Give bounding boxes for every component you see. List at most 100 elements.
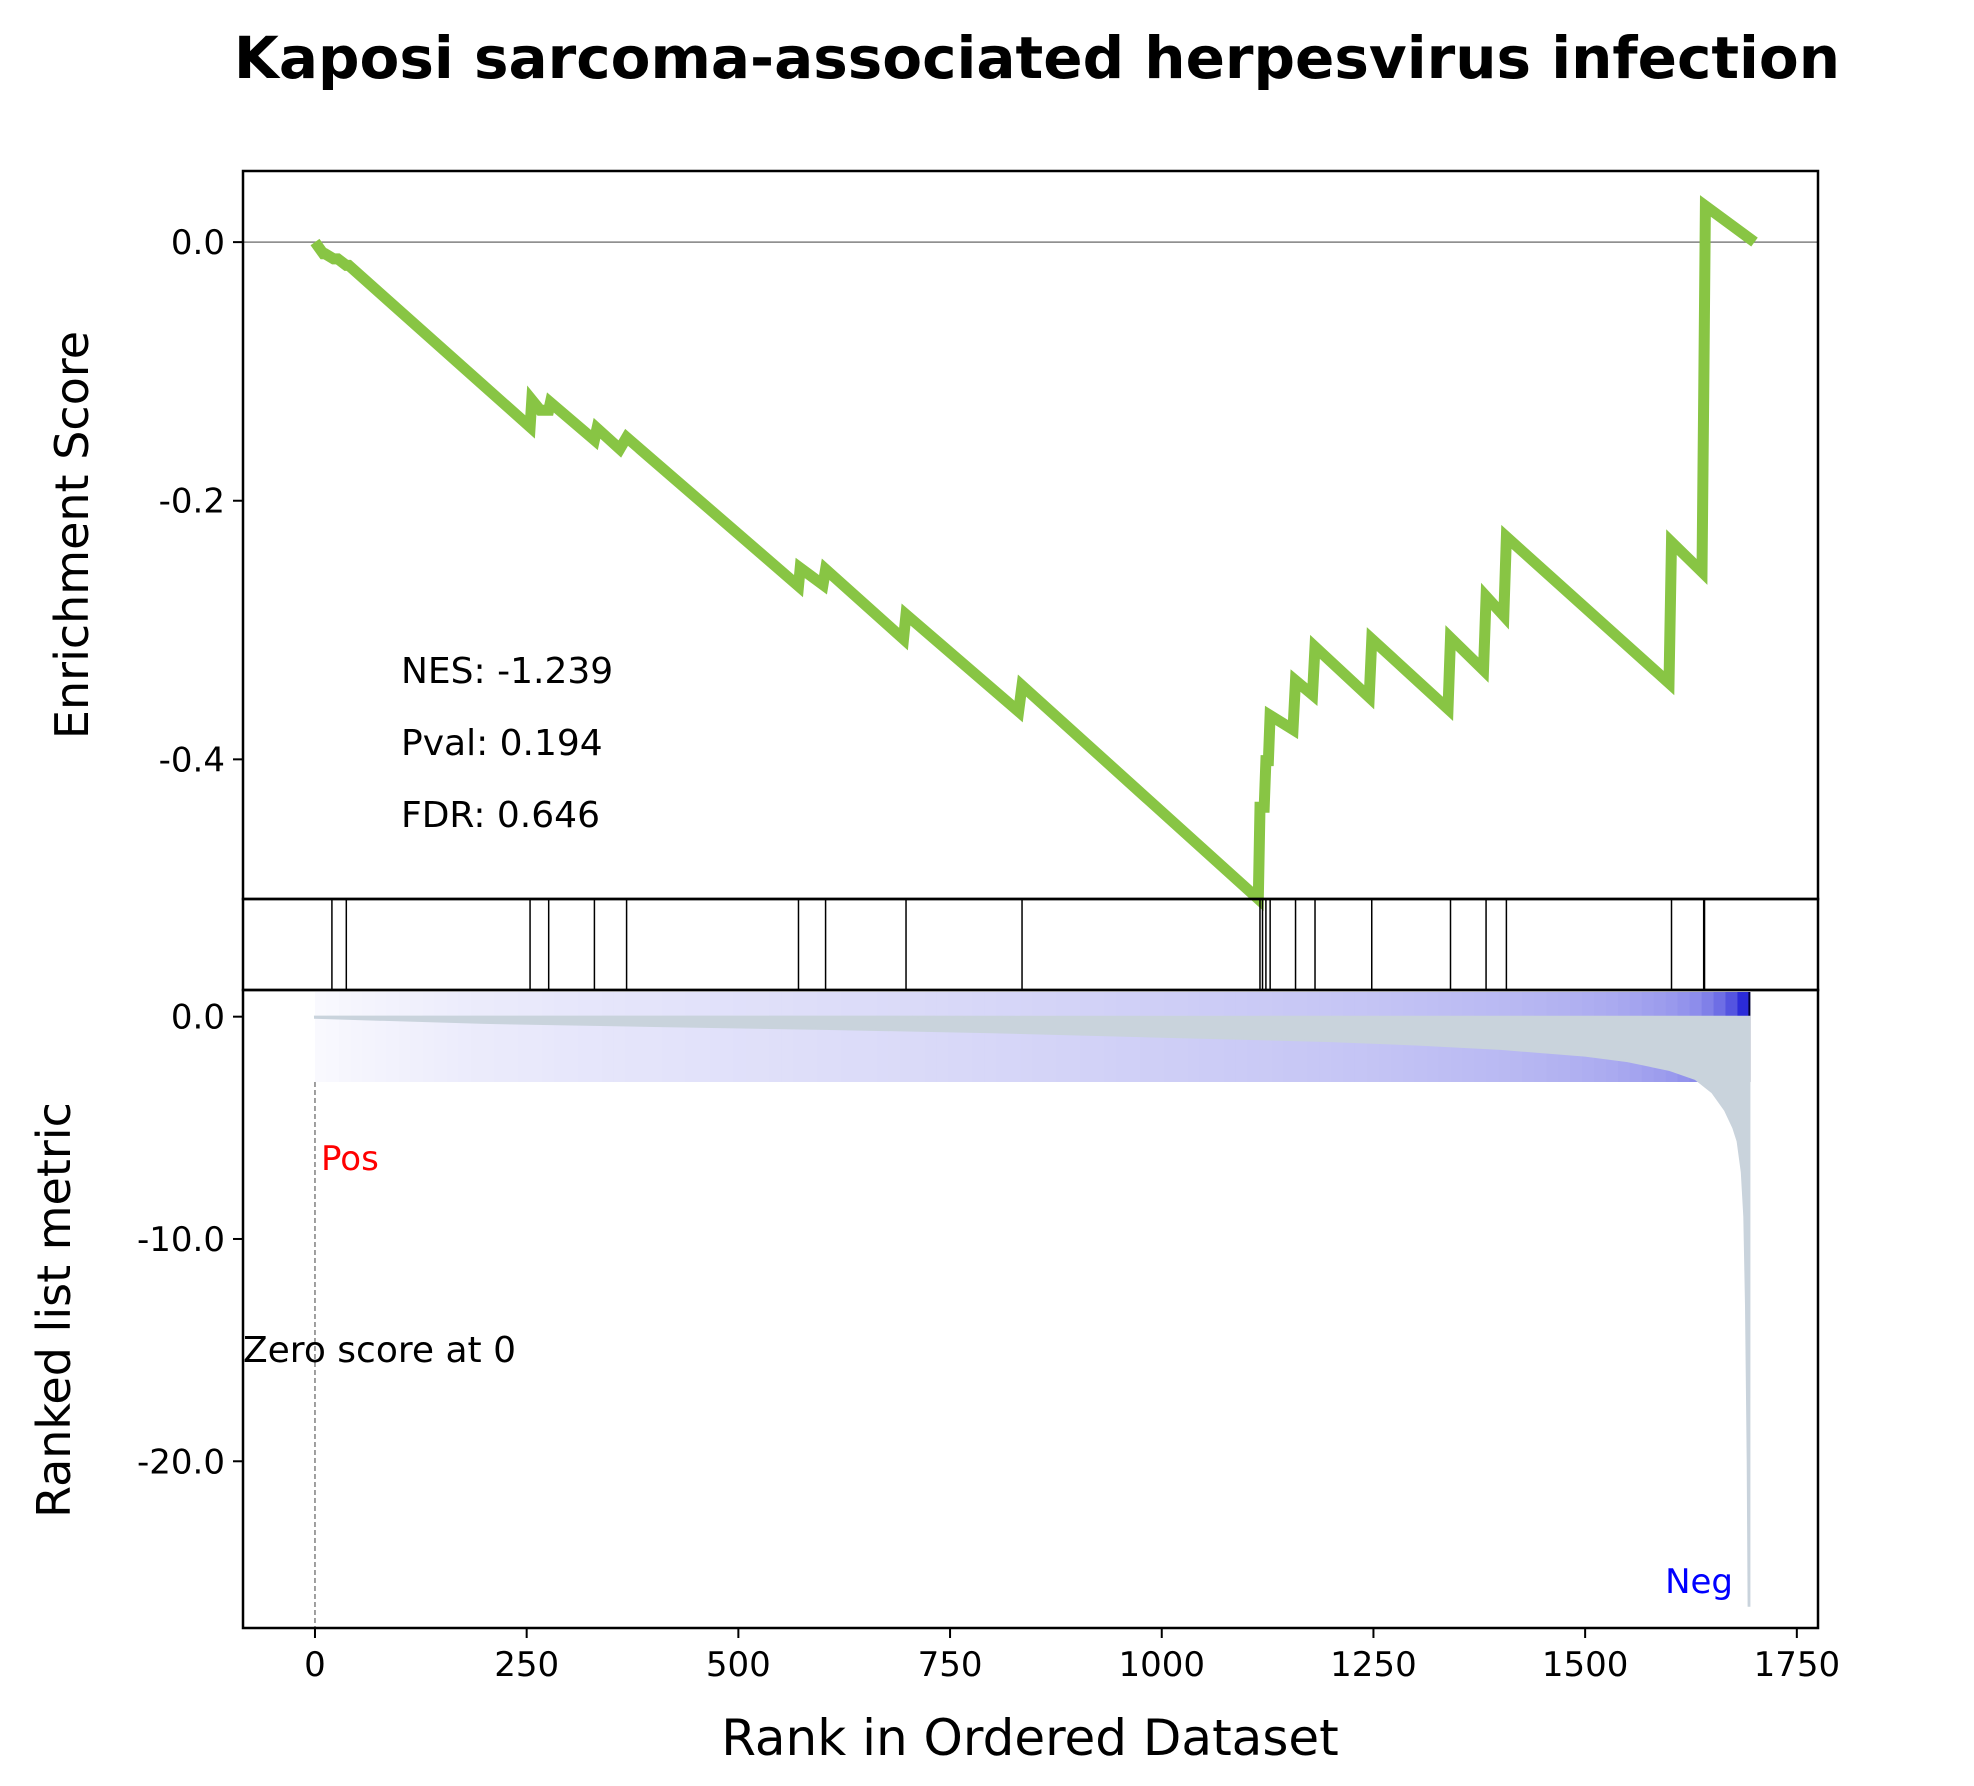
rank-y-tick-label: -20.0 xyxy=(137,1442,225,1482)
pval-stat: Pval: 0.194 xyxy=(401,723,603,764)
heatmap-cell xyxy=(482,992,495,1082)
heatmap-cell xyxy=(1032,992,1045,1082)
x-tick-label: 500 xyxy=(706,1645,771,1685)
heatmap-cell xyxy=(912,992,926,1082)
heatmap-cell xyxy=(386,992,400,1082)
x-tick-label: 1500 xyxy=(1542,1645,1629,1685)
heatmap-cell xyxy=(745,992,758,1082)
rank-y-tick-label: -10.0 xyxy=(137,1220,225,1260)
heatmap-cell xyxy=(1115,992,1129,1082)
heatmap-cell xyxy=(494,992,507,1082)
heatmap-cell xyxy=(1091,992,1105,1082)
heatmap-cell xyxy=(864,992,878,1082)
fdr-stat: FDR: 0.646 xyxy=(401,795,600,836)
es-y-tick-label: 0.0 xyxy=(171,223,225,263)
enrichment-score-line xyxy=(310,195,1758,912)
heatmap-cell xyxy=(888,992,902,1082)
heatmap-cell xyxy=(458,992,471,1082)
x-tick-label: 0 xyxy=(304,1645,326,1685)
pos-label: Pos xyxy=(321,1139,379,1179)
heatmap-cell xyxy=(374,992,388,1082)
heatmap-cell xyxy=(924,992,938,1082)
heatmap-cell xyxy=(876,992,890,1082)
heatmap-cell xyxy=(338,992,352,1082)
enrichment-line-group xyxy=(310,195,1758,912)
heatmap-cell xyxy=(589,992,603,1082)
heatmap-cell xyxy=(852,992,866,1082)
heatmap-cell xyxy=(972,992,985,1082)
heatmap-cell xyxy=(554,992,567,1082)
heatmap-cell xyxy=(362,992,376,1082)
rank-y-axis: 0.0 -10.0 -20.0 xyxy=(137,998,243,1482)
heatmap-cell xyxy=(1044,992,1057,1082)
heatmap-cell xyxy=(661,992,675,1082)
heatmap-cell xyxy=(530,992,543,1082)
heatmap-cell xyxy=(625,992,639,1082)
heatmap-cell xyxy=(422,992,436,1082)
heatmap-cell xyxy=(506,992,519,1082)
heatmap-cell xyxy=(960,992,974,1082)
es-y-axis: 0.0 -0.2 -0.4 xyxy=(159,223,243,780)
rank-heatmap-strip xyxy=(314,992,1751,1082)
heatmap-cell xyxy=(817,992,830,1082)
es-y-tick-label: -0.4 xyxy=(159,740,225,780)
heatmap-cell xyxy=(518,992,531,1082)
heatmap-cell xyxy=(1008,992,1021,1082)
heatmap-cell xyxy=(542,992,555,1082)
heatmap-cell xyxy=(637,992,651,1082)
x-tick-label: 1750 xyxy=(1754,1645,1841,1685)
heatmap-cell xyxy=(1056,992,1069,1082)
heatmap-cell xyxy=(685,992,699,1082)
enrichment-score-panel: 0.0 -0.2 -0.4 Enrichment Score NES: -1.239… xyxy=(45,169,1820,912)
ranked-metric-panel: 0.0 -10.0 -20.0 Ranked list metric Pos Neg… xyxy=(27,988,1820,1630)
x-tick-label: 1000 xyxy=(1118,1645,1205,1685)
zero-score-annotation: Zero score at 0 xyxy=(243,1330,516,1371)
rank-panel-frame xyxy=(241,988,1820,1630)
x-tick-label: 750 xyxy=(918,1645,983,1685)
heatmap-cell xyxy=(470,992,483,1082)
neg-label: Neg xyxy=(1665,1562,1733,1602)
nes-stat: NES: -1.239 xyxy=(401,651,613,692)
heatmap-cell xyxy=(697,992,711,1082)
heatmap-cell xyxy=(709,992,722,1082)
chart-title: Kaposi sarcoma-associated herpesvirus in… xyxy=(234,24,1840,92)
rank-y-axis-label: Ranked list metric xyxy=(27,1102,81,1518)
heatmap-cell xyxy=(410,992,424,1082)
heatmap-cell xyxy=(900,992,914,1082)
ranked-metric-area xyxy=(313,1015,1751,1607)
heatmap-cell xyxy=(1080,992,1093,1082)
heatmap-cell xyxy=(326,992,340,1082)
heatmap-cell xyxy=(577,992,591,1082)
heatmap-cell xyxy=(984,992,997,1082)
x-tick-label: 1250 xyxy=(1330,1645,1417,1685)
gene-hit-marks xyxy=(331,899,1706,990)
x-tick-label: 250 xyxy=(494,1645,559,1685)
rank-y-tick-label: 0.0 xyxy=(171,998,225,1038)
heatmap-cell xyxy=(613,992,627,1082)
heatmap-cell xyxy=(781,992,794,1082)
heatmap-cell xyxy=(446,992,460,1082)
heatmap-cell xyxy=(840,992,854,1082)
heatmap-cell xyxy=(793,992,806,1082)
heatmap-cell xyxy=(566,992,579,1082)
heatmap-cell xyxy=(936,992,950,1082)
heatmap-cell xyxy=(673,992,687,1082)
heatmap-cell xyxy=(828,992,842,1082)
heatmap-cell xyxy=(996,992,1009,1082)
es-y-tick-label: -0.2 xyxy=(159,482,225,522)
heatmap-cell xyxy=(1020,992,1033,1082)
rank-x-axis: 0 250 500 750 1000 1250 1500 1750 xyxy=(304,1628,1840,1685)
heatmap-cell xyxy=(769,992,782,1082)
heatmap-cell xyxy=(1068,992,1081,1082)
heatmap-cell xyxy=(601,992,615,1082)
heatmap-cell xyxy=(757,992,770,1082)
heatmap-cell xyxy=(314,992,328,1082)
heatmap-cell xyxy=(398,992,412,1082)
heatmap-cell xyxy=(434,992,448,1082)
x-axis-label: Rank in Ordered Dataset xyxy=(721,1709,1338,1767)
heatmap-cell xyxy=(1103,992,1117,1082)
heatmap-cell xyxy=(350,992,364,1082)
heatmap-cell xyxy=(649,992,663,1082)
